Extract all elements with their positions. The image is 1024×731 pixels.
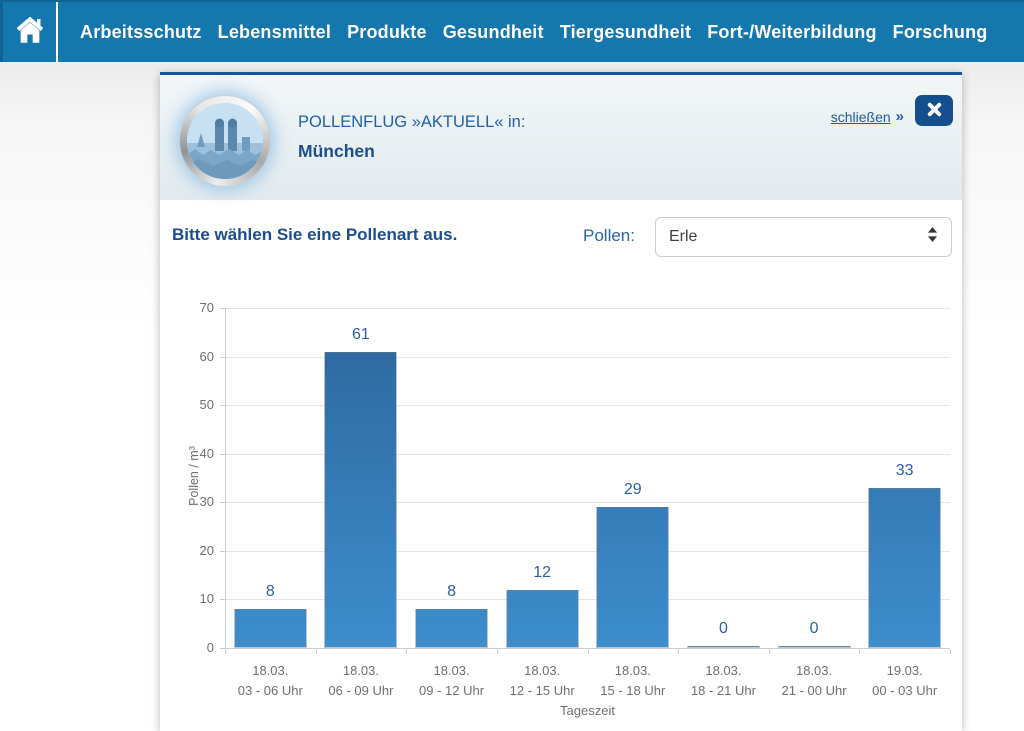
y-tick-label: 70 bbox=[199, 300, 214, 315]
bar bbox=[686, 646, 760, 648]
bar bbox=[505, 590, 579, 648]
select-updown-icon bbox=[927, 226, 938, 248]
bar bbox=[324, 352, 398, 648]
bar bbox=[233, 609, 307, 648]
city-skyline-image bbox=[187, 103, 263, 179]
close-link-row: schließen » bbox=[831, 108, 904, 125]
x-tick-label: 18.03. 18 - 21 Uhr bbox=[690, 663, 756, 698]
y-tick-label: 20 bbox=[199, 542, 214, 558]
bar bbox=[415, 609, 489, 648]
grid-line bbox=[225, 356, 950, 358]
y-tick-mark bbox=[220, 356, 225, 358]
close-icon bbox=[925, 100, 944, 122]
x-tick-label: 18.03. 21 - 00 Uhr bbox=[781, 663, 847, 698]
home-icon bbox=[13, 13, 47, 52]
x-tick-mark bbox=[225, 649, 226, 654]
x-tick-mark bbox=[859, 649, 861, 654]
grid-line bbox=[225, 502, 950, 504]
panel-city: München bbox=[298, 141, 375, 161]
y-tick-label: 50 bbox=[199, 397, 214, 413]
grid-line bbox=[225, 599, 950, 601]
x-tick-label: 18.03. 15 - 18 Uhr bbox=[600, 663, 666, 698]
pollenart-prompt: Bitte wählen Sie eine Pollenart aus. bbox=[172, 225, 458, 244]
x-axis-title: Tageszeit bbox=[560, 703, 615, 718]
bar-value-label: 0 bbox=[809, 620, 819, 637]
x-tick-label: 19.03. 00 - 03 Uhr bbox=[872, 663, 938, 698]
x-tick-label: 18.03. 06 - 09 Uhr bbox=[328, 663, 394, 698]
y-tick-mark bbox=[220, 308, 225, 309]
nav-item-arbeitsschutz[interactable]: Arbeitsschutz bbox=[80, 21, 202, 42]
bar-value-label: 12 bbox=[533, 564, 552, 581]
pollen-chart: Pollen / m³ Tageszeit 0 10 20 30 40 50 60 70 8 18… bbox=[180, 293, 951, 728]
bar-value-label: 0 bbox=[718, 620, 728, 637]
nav-item-lebensmittel[interactable]: Lebensmittel bbox=[217, 21, 332, 42]
y-tick-label: 0 bbox=[206, 640, 214, 655]
close-link[interactable]: schließen bbox=[830, 108, 891, 125]
bar-value-label: 61 bbox=[352, 326, 370, 343]
pollen-panel: POLLENFLUG »AKTUELL« in: München schließ… bbox=[160, 72, 962, 731]
panel-header-text: POLLENFLUG »AKTUELL« in: München bbox=[298, 113, 525, 162]
city-badge bbox=[180, 96, 270, 186]
x-tick-label: 18.03. 03 - 06 Uhr bbox=[237, 663, 303, 698]
grid-line bbox=[225, 308, 950, 309]
y-tick-mark bbox=[220, 599, 225, 601]
bar-value-label: 33 bbox=[895, 462, 914, 479]
x-tick-mark bbox=[768, 649, 770, 654]
y-tick-mark bbox=[220, 648, 225, 649]
x-tick-mark bbox=[406, 649, 408, 654]
grid-line bbox=[225, 453, 950, 455]
y-tick-mark bbox=[220, 405, 225, 407]
pollen-select-value: Erle bbox=[669, 228, 698, 245]
nav-item-produkte[interactable]: Produkte bbox=[347, 21, 427, 42]
y-tick-mark bbox=[220, 502, 225, 504]
nav-separator bbox=[56, 2, 58, 62]
close-chevrons: » bbox=[895, 108, 904, 125]
grid-line bbox=[225, 405, 950, 407]
bar bbox=[868, 488, 942, 648]
y-tick-mark bbox=[220, 550, 225, 552]
x-tick-mark bbox=[587, 649, 589, 654]
x-tick-mark bbox=[496, 649, 498, 654]
panel-header: POLLENFLUG »AKTUELL« in: München schließ… bbox=[160, 75, 962, 200]
nav-items: Arbeitsschutz Lebensmittel Produkte Gesu… bbox=[58, 2, 995, 62]
grid-line bbox=[225, 648, 950, 649]
bar-value-label: 29 bbox=[623, 481, 642, 498]
bar bbox=[596, 507, 670, 648]
nav-item-fort-weiterbildung[interactable]: Fort-/Weiterbildung bbox=[707, 21, 877, 42]
bar-value-label: 8 bbox=[447, 583, 457, 600]
x-tick-mark bbox=[315, 649, 317, 654]
grid-line bbox=[225, 550, 950, 552]
top-nav: Arbeitsschutz Lebensmittel Produkte Gesu… bbox=[0, 0, 1024, 62]
x-tick-label: 18.03. 09 - 12 Uhr bbox=[419, 663, 485, 698]
close-button[interactable] bbox=[915, 95, 953, 126]
pollen-select-label: Pollen: bbox=[583, 226, 635, 245]
bar bbox=[777, 646, 851, 648]
bar-value-label: 8 bbox=[265, 583, 275, 600]
nav-item-forschung[interactable]: Forschung bbox=[892, 21, 988, 42]
nav-home-button[interactable] bbox=[0, 2, 56, 62]
y-axis-line bbox=[225, 308, 226, 653]
panel-title: POLLENFLUG »AKTUELL« in: bbox=[298, 113, 526, 131]
pollen-select[interactable]: Erle bbox=[655, 217, 952, 257]
x-tick-mark bbox=[678, 649, 680, 654]
y-tick-label: 30 bbox=[199, 494, 214, 510]
y-tick-label: 40 bbox=[199, 445, 214, 461]
nav-item-tiergesundheit[interactable]: Tiergesundheit bbox=[559, 21, 692, 42]
y-tick-mark bbox=[220, 453, 225, 455]
y-tick-label: 10 bbox=[199, 591, 214, 607]
nav-item-gesundheit[interactable]: Gesundheit bbox=[442, 21, 544, 42]
y-tick-label: 60 bbox=[199, 348, 214, 364]
x-tick-label: 18.03. 12 - 15 Uhr bbox=[509, 663, 575, 698]
x-tick-mark bbox=[950, 649, 951, 654]
